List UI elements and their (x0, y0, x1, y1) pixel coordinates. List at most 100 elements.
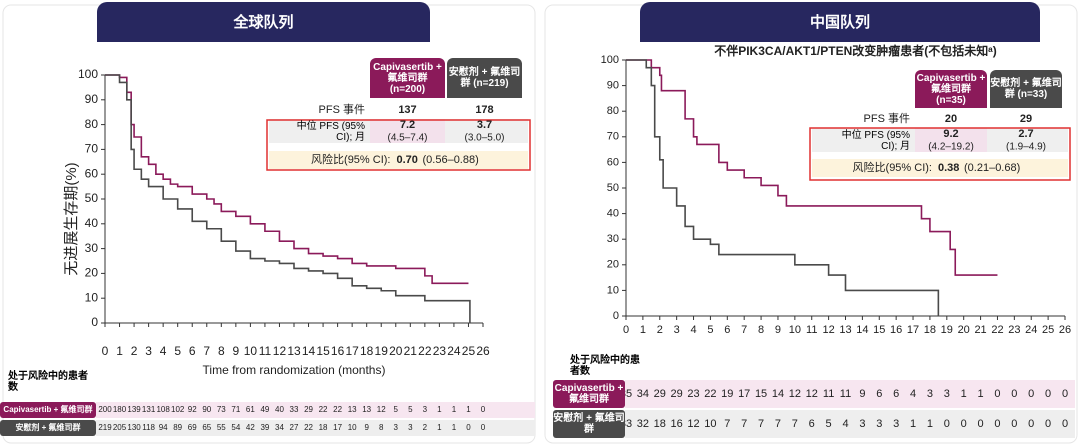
x-tick-label: 14 (302, 344, 316, 358)
x-tick-label: 26 (1059, 324, 1071, 336)
legend-header: Capivasertib + 氟维司群 (n=200) (370, 58, 445, 98)
y-tick-label: 0 (613, 310, 619, 322)
x-tick-label: 8 (758, 324, 764, 336)
y-tick-label: 80 (607, 105, 619, 117)
x-tick-label: 9 (775, 324, 781, 336)
at-risk-value: 0 (994, 418, 1000, 430)
x-tick-label: 21 (974, 324, 986, 336)
at-risk-value: 22 (319, 405, 328, 414)
x-tick-label: 6 (189, 344, 196, 358)
at-risk-value: 1 (927, 418, 933, 430)
at-risk-value: 49 (260, 405, 269, 414)
stat-value: 20 (945, 113, 957, 125)
x-tick-label: 16 (331, 344, 345, 358)
at-risk-value: 4 (910, 388, 916, 400)
x-tick-label: 12 (273, 344, 287, 358)
x-tick-label: 0 (623, 324, 629, 336)
at-risk-value: 1 (978, 388, 984, 400)
x-tick-label: 19 (941, 324, 953, 336)
at-risk-value: 3 (408, 423, 413, 432)
at-risk-value: 12 (377, 405, 386, 414)
at-risk-value: 7 (724, 418, 730, 430)
at-risk-value: 0 (1045, 388, 1051, 400)
at-risk-value: 130 (127, 423, 141, 432)
x-tick-label: 11 (806, 324, 817, 336)
x-tick-label: 24 (447, 344, 461, 358)
at-risk-value: 0 (944, 418, 950, 430)
at-risk-value: 10 (704, 418, 716, 430)
at-risk-value: 0 (1028, 388, 1034, 400)
highlight-box (266, 119, 531, 171)
at-risk-value: 7 (792, 418, 798, 430)
at-risk-value: 1 (437, 423, 442, 432)
stat-label: PFS 事件 (319, 103, 365, 116)
at-risk-value: 1 (910, 418, 916, 430)
x-tick-label: 13 (287, 344, 301, 358)
y-tick-label: 90 (85, 92, 99, 106)
at-risk-value: 205 (113, 423, 127, 432)
at-risk-value: 102 (171, 405, 185, 414)
y-tick-label: 50 (607, 182, 619, 194)
y-tick-label: 30 (85, 241, 99, 255)
x-tick-label: 10 (244, 344, 258, 358)
y-tick-label: 10 (607, 284, 619, 296)
x-tick-label: 18 (924, 324, 936, 336)
at-risk-title: 处于风险中的患者数 (8, 371, 88, 393)
at-risk-value: 42 (246, 423, 255, 432)
y-tick-label: 20 (85, 266, 99, 280)
at-risk-value: 9 (859, 388, 865, 400)
at-risk-value: 0 (1011, 418, 1017, 430)
at-risk-value: 0 (1045, 418, 1051, 430)
x-tick-label: 6 (724, 324, 730, 336)
at-risk-value: 40 (275, 405, 284, 414)
at-risk-value: 12 (806, 388, 818, 400)
title-tab (640, 2, 1040, 42)
x-tick-label: 5 (707, 324, 713, 336)
hr-ci: (0.21–0.68) (964, 162, 1020, 174)
y-tick-label: 90 (607, 80, 619, 92)
y-tick-label: 70 (85, 142, 99, 156)
hr-value: 0.38 (938, 162, 959, 174)
at-risk-value: 0 (1028, 418, 1034, 430)
at-risk-value: 11 (840, 388, 851, 400)
stat-label: 中位 PFS (95% CI); 月 (296, 121, 365, 143)
at-risk-row-bg (625, 410, 1075, 438)
stat-label: 中位 PFS (95% CI); 月 (841, 130, 910, 152)
hr-ci: (0.56–0.88) (423, 154, 479, 166)
at-risk-value: 10 (348, 423, 357, 432)
stat-ci: (3.0–5.0) (464, 133, 504, 144)
at-risk-value: 39 (260, 423, 269, 432)
at-risk-value: 55 (217, 423, 226, 432)
at-risk-row-bg (96, 402, 535, 418)
at-risk-value: 8 (379, 423, 384, 432)
at-risk-value: 200 (98, 405, 112, 414)
highlight-box (809, 127, 1071, 181)
at-risk-value: 19 (721, 388, 733, 400)
median-cell-bg (370, 119, 445, 143)
chart-title: 中国队列 (810, 13, 870, 31)
x-tick-label: 18 (360, 344, 374, 358)
at-risk-value: 73 (217, 405, 226, 414)
at-risk-value: 6 (809, 418, 815, 430)
legend-header: Capivasertib + 氟维司群 (n=35) (915, 70, 987, 108)
at-risk-value: 0 (961, 418, 967, 430)
at-risk-value: 22 (333, 405, 342, 414)
x-tick-label: 20 (958, 324, 970, 336)
x-tick-label: 25 (462, 344, 476, 358)
hr-row-bg (812, 159, 1068, 177)
x-tick-label: 23 (433, 344, 447, 358)
stat-value: 29 (1020, 113, 1032, 125)
x-tick-label: 3 (145, 344, 152, 358)
y-tick-label: 0 (91, 315, 98, 329)
at-risk-value: 34 (637, 388, 649, 400)
at-risk-value: 4 (842, 418, 848, 430)
at-risk-value: 3 (423, 405, 428, 414)
at-risk-value: 6 (876, 388, 882, 400)
at-risk-value: 13 (362, 405, 371, 414)
x-tick-label: 14 (856, 324, 868, 336)
x-tick-label: 11 (259, 344, 272, 358)
at-risk-value: 1 (452, 423, 457, 432)
at-risk-value: 32 (637, 418, 649, 430)
